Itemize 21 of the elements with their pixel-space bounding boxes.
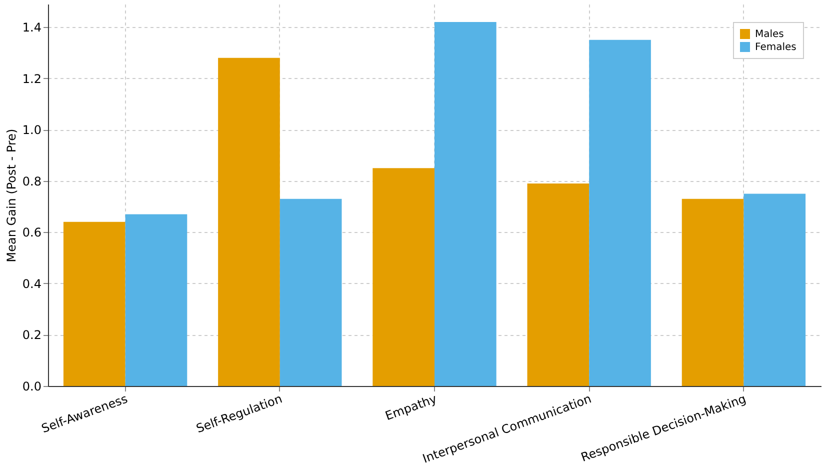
bar: [372, 168, 434, 386]
bar: [280, 198, 342, 386]
y-tick-label: 0.8: [22, 174, 42, 188]
y-tick-label: 1.0: [22, 123, 42, 138]
bar: [744, 194, 806, 386]
legend-label: Females: [755, 42, 796, 53]
bar: [434, 22, 496, 386]
bar: [218, 58, 280, 386]
y-axis-title: Mean Gain (Post - Pre): [4, 128, 18, 262]
bar: [125, 214, 188, 386]
y-tick-label: 0.0: [22, 380, 42, 394]
bar: [527, 183, 590, 386]
bar: [682, 198, 744, 386]
bar: [63, 222, 126, 386]
y-tick-label: 0.2: [22, 328, 42, 342]
y-tick-label: 1.4: [22, 20, 42, 35]
bar: [589, 40, 651, 386]
y-tick-label: 1.2: [22, 72, 42, 86]
y-tick-label: 0.4: [22, 276, 42, 291]
y-tick-label: 0.6: [22, 226, 42, 240]
legend-label: Males: [755, 29, 784, 40]
